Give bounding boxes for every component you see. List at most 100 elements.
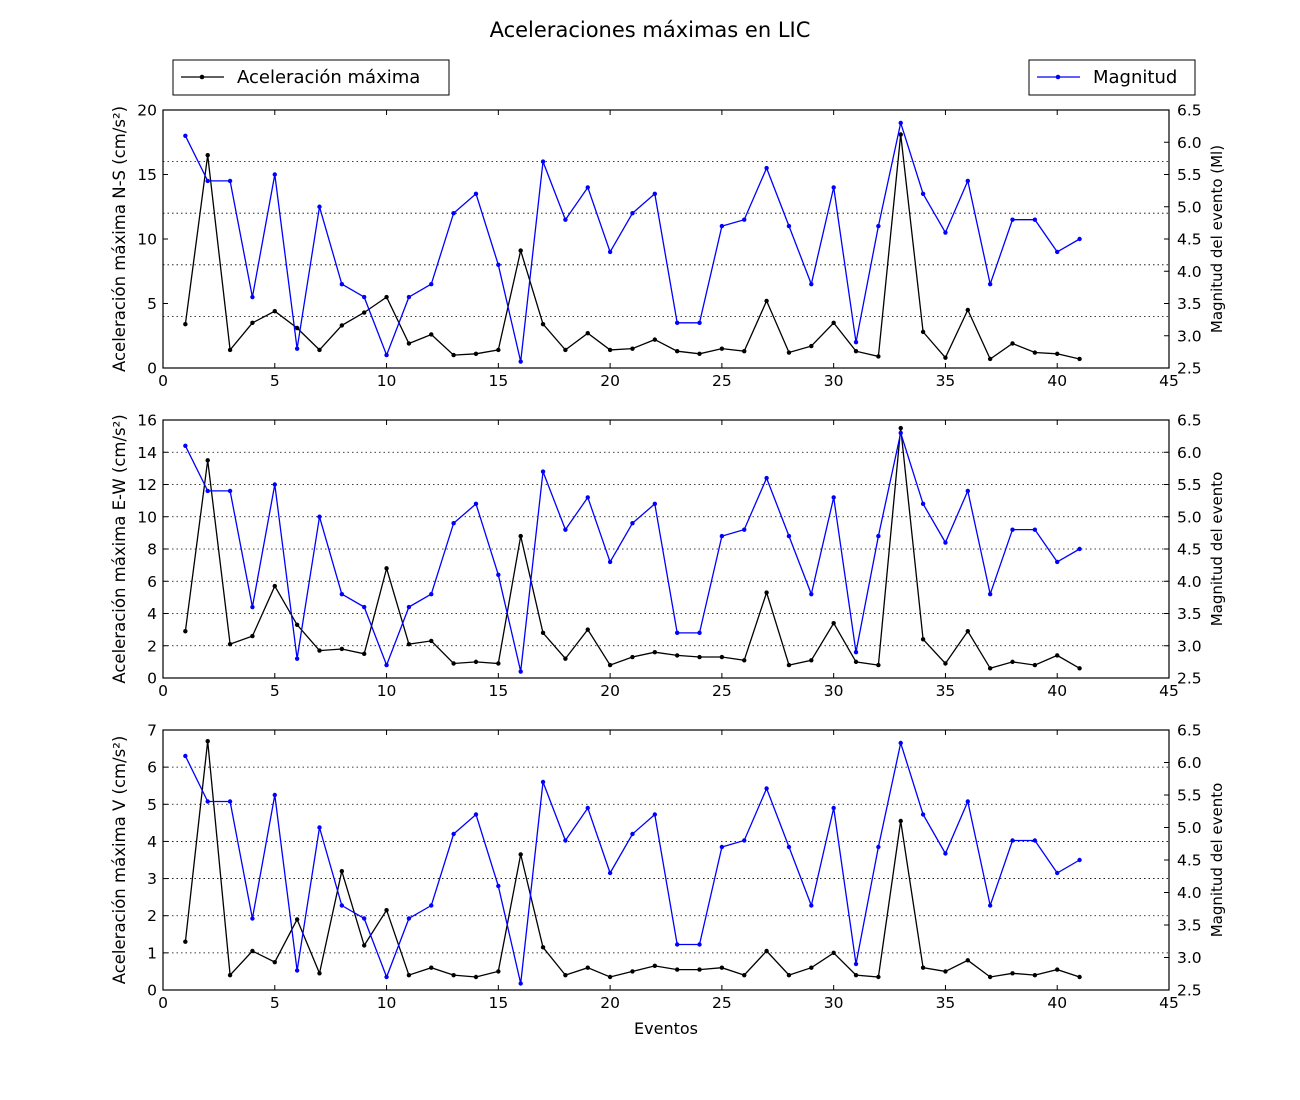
ns-acceleration-point: [764, 298, 769, 304]
v-magnitude-point: [876, 844, 881, 850]
ns-acceleration-point: [674, 349, 680, 354]
ew-magnitude-point: [496, 572, 501, 577]
v-acceleration-point: [1077, 974, 1082, 980]
ew-acceleration-point: [540, 630, 546, 636]
x-axis-label: Eventos: [634, 1019, 698, 1038]
ns-magnitude-point: [674, 320, 680, 326]
v-x-tick-label: 5: [270, 994, 280, 1012]
ns-acceleration-point: [183, 321, 188, 327]
ew-acceleration-point: [406, 641, 412, 647]
ew-magnitude-point: [563, 527, 568, 532]
legend-magnitude-label: Magnitud: [1093, 67, 1177, 88]
ew-acceleration-point: [876, 662, 881, 668]
ns-acceleration-point: [473, 351, 479, 357]
v-magnitude-point: [965, 799, 970, 804]
ns-y-tick-label: 10: [137, 231, 157, 249]
ew-magnitude-point: [183, 443, 188, 448]
ew-acceleration-point: [362, 651, 367, 657]
ew-x-tick-label: 35: [936, 682, 956, 700]
ew-magnitude-point: [607, 559, 613, 565]
ew-acceleration-point: [1077, 666, 1082, 671]
ns-acceleration-point: [831, 320, 836, 326]
ew-acceleration-point: [585, 627, 590, 632]
ew-acceleration-point: [943, 661, 948, 666]
ns-acceleration-point: [339, 323, 345, 328]
v-magnitude-point: [742, 838, 747, 843]
ew-acceleration-point: [652, 650, 658, 655]
v-acceleration-point: [831, 950, 836, 956]
ew-acceleration-point: [250, 633, 255, 639]
v-acceleration-point: [563, 972, 568, 978]
panel-ns: 0 5 10 15 20 25 30 35 40 45 0 5 10 15 20 2.5 3.0 3.5 4.0 4.…: [110, 102, 1226, 391]
ew-y2-tick-label: 5.5: [1177, 476, 1202, 494]
ns-magnitude-point: [540, 159, 546, 164]
ew-x-tick-label: 5: [270, 682, 280, 700]
v-magnitude-point: [786, 844, 792, 850]
v-magnitude-point: [406, 916, 412, 921]
v-acceleration-point: [183, 939, 188, 944]
v-magnitude-point: [183, 753, 188, 759]
ew-magnitude-point: [540, 469, 546, 474]
v-acceleration-point: [585, 965, 590, 970]
v-magnitude-point: [831, 805, 836, 811]
ns-magnitude-point: [317, 204, 322, 209]
v-magnitude-point: [1032, 838, 1038, 843]
ew-x-tick-label: 30: [824, 682, 844, 700]
ew-acceleration-point: [674, 653, 680, 658]
v-magnitude-point: [607, 870, 613, 876]
v-y2-tick-label: 2.5: [1177, 982, 1202, 1000]
v-acceleration-point: [742, 972, 747, 978]
ew-magnitude-point: [652, 501, 658, 507]
ew-magnitude-point: [853, 650, 859, 655]
v-acceleration-point: [451, 972, 456, 978]
v-acceleration-point: [1010, 971, 1015, 976]
ns-magnitude-point: [384, 352, 389, 358]
v-acceleration-point: [652, 963, 658, 969]
v-acceleration-point: [429, 965, 434, 970]
legend-magnitude: Magnitud: [1028, 59, 1196, 96]
ns-acceleration-point: [697, 351, 702, 357]
ew-acceleration-point: [473, 659, 479, 665]
ew-y-tick-label: 6: [147, 573, 157, 591]
v-acceleration-point: [898, 818, 903, 824]
ew-acceleration-point: [764, 590, 769, 595]
ew-magnitude-point: [406, 604, 412, 610]
v-acceleration-point: [607, 974, 613, 980]
ew-magnitude-point: [697, 630, 702, 636]
ew-y2-tick-label: 2.5: [1177, 670, 1202, 688]
ns-magnitude-point: [965, 178, 970, 184]
v-magnitude-point: [339, 903, 345, 908]
ns-magnitude-point: [630, 211, 635, 216]
ew-acceleration-point: [563, 656, 568, 661]
ew-magnitude-point: [965, 488, 970, 494]
v-acceleration-point: [965, 958, 970, 963]
legend-acceleration-label: Aceleración máxima: [237, 67, 420, 88]
ns-acceleration-point: [920, 329, 926, 335]
ew-acceleration-point: [1055, 653, 1060, 658]
ew-x-tick-label: 40: [1047, 682, 1067, 700]
ns-acceleration-point: [563, 347, 568, 353]
panel-v: 0 5 10 15 20 25 30 35 40 45012345672.53.03.54.04.…: [110, 722, 1226, 1013]
ew-x-tick-label: 25: [712, 682, 732, 700]
ns-magnitude-point: [518, 359, 523, 364]
ew-magnitude-point: [272, 482, 277, 487]
v-acceleration-point: [719, 965, 725, 970]
v-acceleration-point: [809, 965, 814, 970]
ew-x-tick-label: 15: [488, 682, 508, 700]
ew-x-tick-label: 45: [1159, 682, 1179, 700]
ns-magnitude-point: [831, 185, 836, 190]
ew-magnitude-point: [876, 533, 881, 539]
v-magnitude-point: [809, 903, 814, 908]
ns-x-tick-label: 5: [270, 372, 280, 390]
v-x-tick-label: 30: [824, 994, 844, 1012]
ew-acceleration-point: [1010, 659, 1015, 665]
ns-acceleration-point: [540, 321, 546, 327]
v-acceleration-point: [876, 974, 881, 980]
ew-magnitude-point: [1032, 527, 1038, 532]
v-y-tick-label: 0: [147, 982, 157, 1000]
v-magnitude-point: [250, 916, 255, 921]
ns-acceleration-point: [250, 320, 255, 326]
chart-title: Aceleraciones máximas en LIC: [490, 18, 811, 42]
ew-y-tick-label: 14: [137, 444, 157, 462]
ns-acceleration-point: [652, 337, 658, 342]
